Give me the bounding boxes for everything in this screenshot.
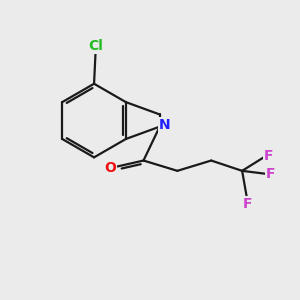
Text: Cl: Cl: [88, 39, 103, 53]
Text: N: N: [159, 118, 171, 132]
Text: F: F: [266, 167, 276, 181]
Text: F: F: [264, 149, 273, 163]
Text: O: O: [104, 161, 116, 175]
Text: F: F: [242, 197, 252, 211]
